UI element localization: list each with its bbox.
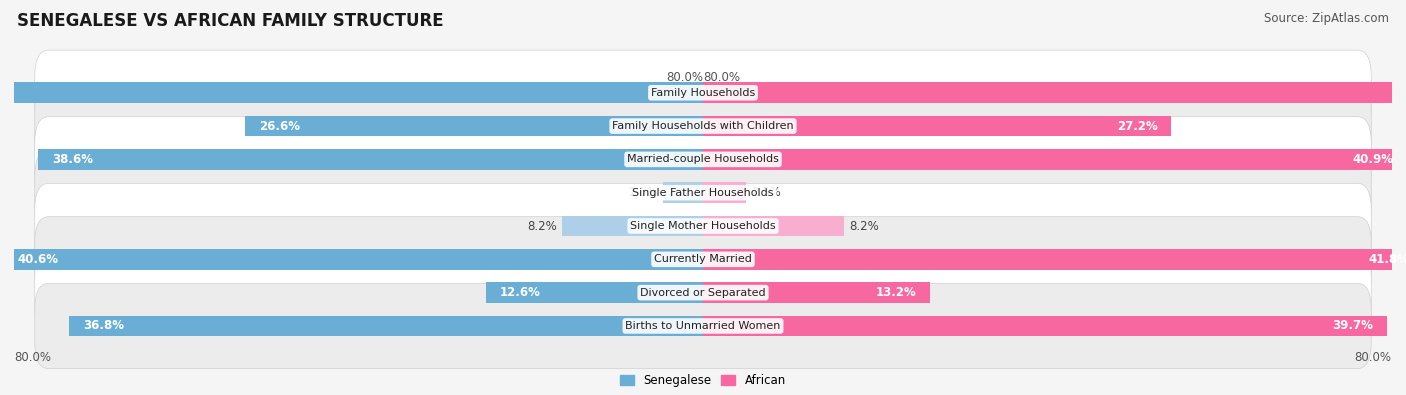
Bar — [703, 116, 1171, 136]
FancyBboxPatch shape — [35, 250, 1371, 335]
FancyBboxPatch shape — [35, 50, 1371, 135]
FancyBboxPatch shape — [35, 150, 1371, 235]
Text: 40.6%: 40.6% — [17, 253, 59, 266]
Text: 2.5%: 2.5% — [751, 186, 780, 199]
Text: 36.8%: 36.8% — [83, 320, 124, 333]
Bar — [69, 316, 703, 336]
Text: Divorced or Separated: Divorced or Separated — [640, 288, 766, 298]
Bar — [703, 282, 931, 303]
Text: 38.6%: 38.6% — [52, 153, 93, 166]
Text: Births to Unmarried Women: Births to Unmarried Women — [626, 321, 780, 331]
Text: 12.6%: 12.6% — [499, 286, 541, 299]
FancyBboxPatch shape — [35, 217, 1371, 302]
Text: 40.9%: 40.9% — [1353, 153, 1393, 166]
Text: 13.2%: 13.2% — [876, 286, 917, 299]
Bar — [486, 282, 703, 303]
Text: Single Mother Households: Single Mother Households — [630, 221, 776, 231]
Bar — [4, 249, 703, 270]
Bar — [703, 216, 844, 236]
Text: Currently Married: Currently Married — [654, 254, 752, 264]
Text: 80.0%: 80.0% — [1354, 351, 1392, 364]
Text: 26.6%: 26.6% — [259, 120, 299, 133]
Text: 2.3%: 2.3% — [628, 186, 658, 199]
Bar — [703, 316, 1386, 336]
Text: 27.2%: 27.2% — [1116, 120, 1157, 133]
Bar — [664, 182, 703, 203]
Bar — [703, 182, 747, 203]
Text: 39.7%: 39.7% — [1331, 320, 1374, 333]
Bar — [703, 83, 1406, 103]
FancyBboxPatch shape — [35, 83, 1371, 169]
FancyBboxPatch shape — [35, 183, 1371, 269]
Text: 80.0%: 80.0% — [666, 71, 703, 84]
Text: 41.8%: 41.8% — [1368, 253, 1406, 266]
Legend: Senegalese, African: Senegalese, African — [616, 369, 790, 391]
Bar — [38, 149, 703, 170]
Text: Source: ZipAtlas.com: Source: ZipAtlas.com — [1264, 12, 1389, 25]
Bar — [562, 216, 703, 236]
Text: Family Households with Children: Family Households with Children — [612, 121, 794, 131]
Bar — [245, 116, 703, 136]
Bar — [703, 149, 1406, 170]
Text: 80.0%: 80.0% — [14, 351, 52, 364]
FancyBboxPatch shape — [35, 117, 1371, 202]
Text: 80.0%: 80.0% — [703, 71, 740, 84]
Text: Married-couple Households: Married-couple Households — [627, 154, 779, 164]
Text: 8.2%: 8.2% — [527, 220, 557, 233]
FancyBboxPatch shape — [35, 283, 1371, 369]
Text: Family Households: Family Households — [651, 88, 755, 98]
Text: Single Father Households: Single Father Households — [633, 188, 773, 198]
Bar — [703, 249, 1406, 270]
Bar — [0, 83, 703, 103]
Text: SENEGALESE VS AFRICAN FAMILY STRUCTURE: SENEGALESE VS AFRICAN FAMILY STRUCTURE — [17, 12, 443, 30]
Text: 8.2%: 8.2% — [849, 220, 879, 233]
